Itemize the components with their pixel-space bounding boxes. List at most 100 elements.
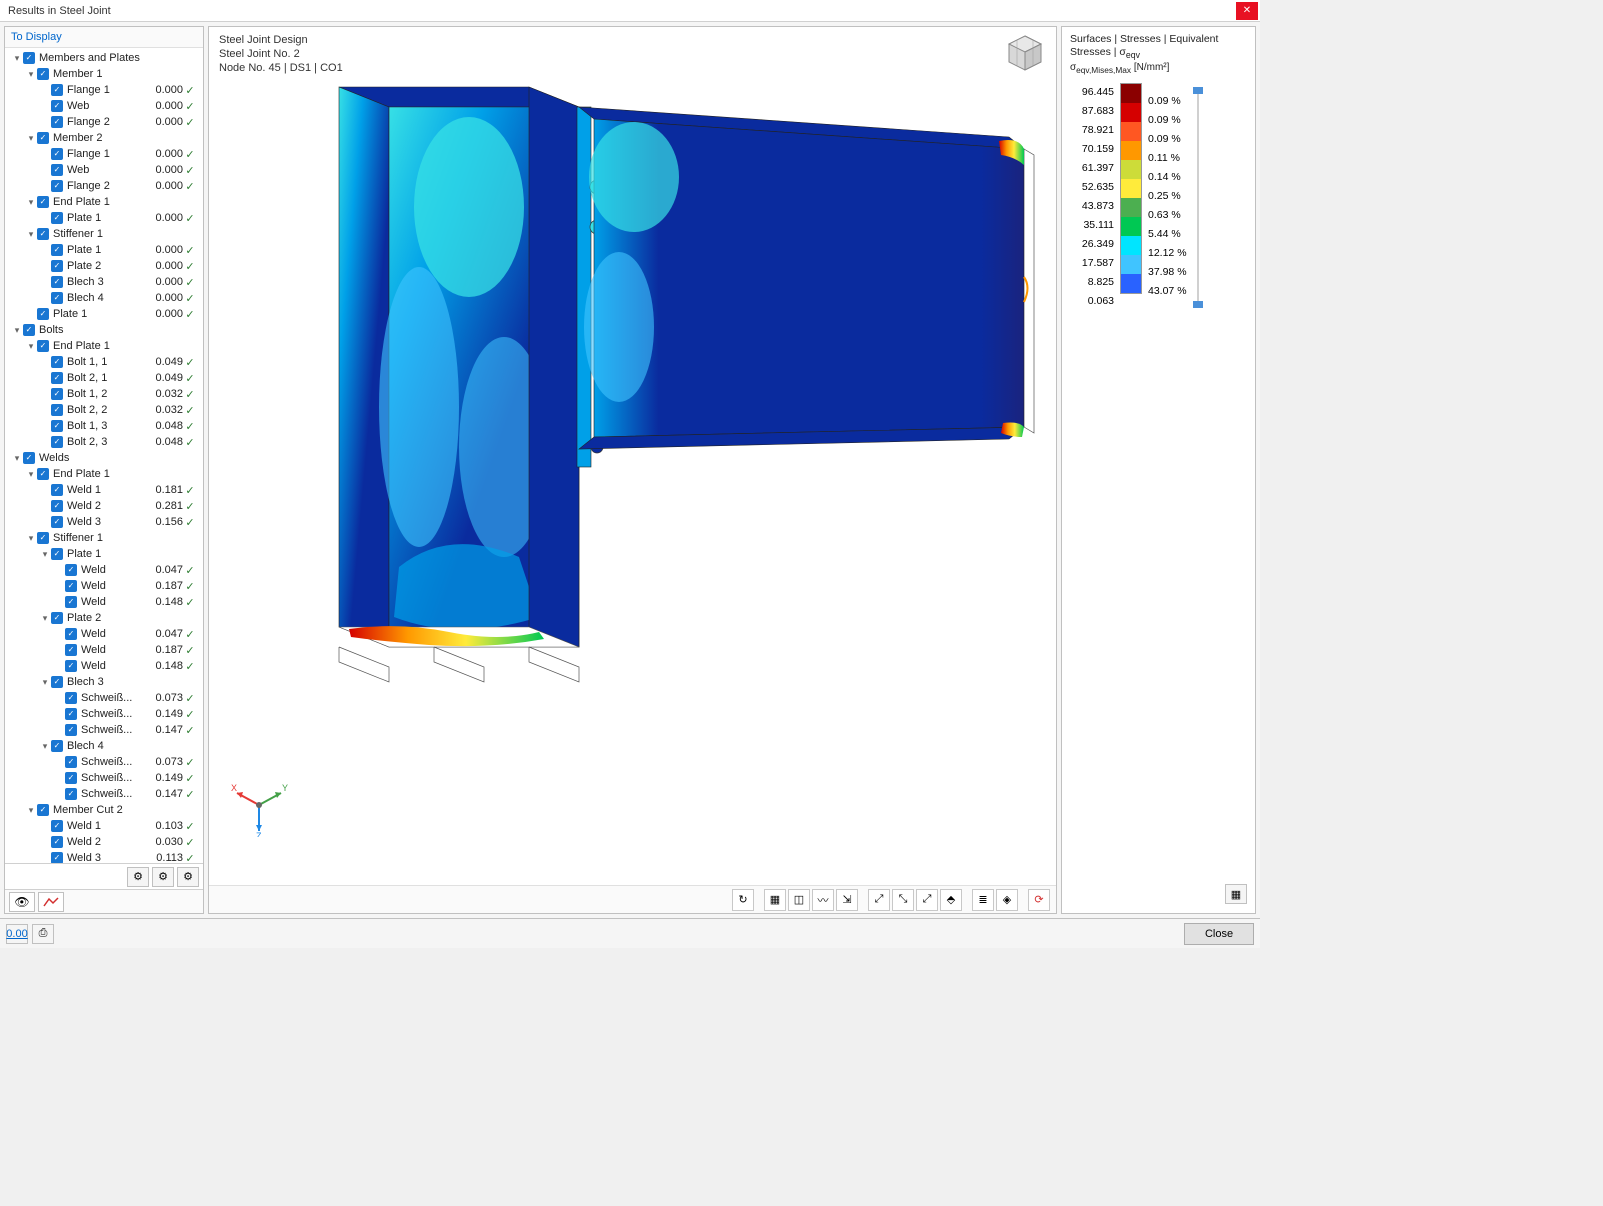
expander-icon[interactable]: ▾	[11, 53, 23, 64]
tree-row[interactable]: Plate 10.000✓	[5, 306, 203, 322]
checkbox[interactable]	[51, 820, 63, 832]
checkbox[interactable]	[51, 164, 63, 176]
checkbox[interactable]	[37, 468, 49, 480]
checkbox[interactable]	[51, 516, 63, 528]
filter-button-3[interactable]: ⚙	[177, 867, 199, 887]
tb-scale[interactable]: ⇲	[836, 889, 858, 911]
tree-row[interactable]: Weld0.047✓	[5, 562, 203, 578]
checkbox[interactable]	[51, 740, 63, 752]
tree-row[interactable]: Weld0.148✓	[5, 594, 203, 610]
tree-row[interactable]: Flange 10.000✓	[5, 82, 203, 98]
tree-row[interactable]: ▾Member 1	[5, 66, 203, 82]
tb-grid[interactable]: ▦	[764, 889, 786, 911]
tb-rotate[interactable]: ↻	[732, 889, 754, 911]
legend-slider[interactable]	[1193, 83, 1203, 311]
expander-icon[interactable]: ▾	[11, 453, 23, 464]
expander-icon[interactable]: ▾	[25, 229, 37, 240]
checkbox[interactable]	[65, 724, 77, 736]
tree-row[interactable]: Flange 20.000✓	[5, 114, 203, 130]
checkbox[interactable]	[37, 340, 49, 352]
checkbox[interactable]	[65, 788, 77, 800]
legend-settings-button[interactable]: ▦	[1225, 884, 1247, 904]
expander-icon[interactable]: ▾	[25, 805, 37, 816]
tree-row[interactable]: Weld 20.030✓	[5, 834, 203, 850]
tree-row[interactable]: ▾Welds	[5, 450, 203, 466]
expander-icon[interactable]: ▾	[25, 533, 37, 544]
checkbox[interactable]	[37, 804, 49, 816]
tree-row[interactable]: Plate 10.000✓	[5, 210, 203, 226]
checkbox[interactable]	[51, 404, 63, 416]
checkbox[interactable]	[51, 420, 63, 432]
tree-row[interactable]: Schweiß...0.147✓	[5, 786, 203, 802]
expander-icon[interactable]: ▾	[39, 613, 51, 624]
checkbox[interactable]	[23, 52, 35, 64]
checkbox[interactable]	[51, 180, 63, 192]
window-close-button[interactable]: ✕	[1236, 2, 1258, 20]
checkbox[interactable]	[51, 676, 63, 688]
tb-xy[interactable]: ⤢	[868, 889, 890, 911]
checkbox[interactable]	[51, 116, 63, 128]
checkbox[interactable]	[51, 388, 63, 400]
tree-row[interactable]: ▾Plate 1	[5, 546, 203, 562]
checkbox[interactable]	[37, 308, 49, 320]
checkbox[interactable]	[37, 228, 49, 240]
tree-row[interactable]: ▾Member 2	[5, 130, 203, 146]
tree-row[interactable]: Blech 30.000✓	[5, 274, 203, 290]
expander-icon[interactable]: ▾	[25, 197, 37, 208]
tree-row[interactable]: Schweiß...0.149✓	[5, 770, 203, 786]
expander-icon[interactable]: ▾	[25, 69, 37, 80]
checkbox[interactable]	[65, 708, 77, 720]
tree-row[interactable]: ▾End Plate 1	[5, 466, 203, 482]
close-button[interactable]: Close	[1184, 923, 1254, 945]
checkbox[interactable]	[51, 372, 63, 384]
tree-row[interactable]: Weld 10.103✓	[5, 818, 203, 834]
tree-row[interactable]: Weld 30.156✓	[5, 514, 203, 530]
checkbox[interactable]	[51, 484, 63, 496]
filter-button-2[interactable]: ⚙	[152, 867, 174, 887]
units-button[interactable]: ⎙	[32, 924, 54, 944]
tree-row[interactable]: ▾End Plate 1	[5, 194, 203, 210]
tree-row[interactable]: Schweiß...0.073✓	[5, 690, 203, 706]
checkbox[interactable]	[51, 84, 63, 96]
tb-iso[interactable]: ◫	[788, 889, 810, 911]
tb-solid[interactable]: ◈	[996, 889, 1018, 911]
checkbox[interactable]	[65, 772, 77, 784]
checkbox[interactable]	[51, 260, 63, 272]
tree-row[interactable]: Weld0.047✓	[5, 626, 203, 642]
checkbox[interactable]	[51, 500, 63, 512]
tree-view[interactable]: ▾Members and Plates▾Member 1Flange 10.00…	[5, 48, 203, 863]
viewport-3d[interactable]: Steel Joint Design Steel Joint No. 2 Nod…	[209, 27, 1056, 885]
expander-icon[interactable]: ▾	[39, 677, 51, 688]
checkbox[interactable]	[65, 564, 77, 576]
tree-row[interactable]: Bolt 2, 30.048✓	[5, 434, 203, 450]
tree-row[interactable]: ▾Stiffener 1	[5, 530, 203, 546]
checkbox[interactable]	[37, 68, 49, 80]
expander-icon[interactable]: ▾	[11, 325, 23, 336]
tab-eye[interactable]: 👁	[9, 892, 35, 912]
tree-row[interactable]: Bolt 2, 10.049✓	[5, 370, 203, 386]
expander-icon[interactable]: ▾	[25, 341, 37, 352]
tree-row[interactable]: Schweiß...0.147✓	[5, 722, 203, 738]
tree-row[interactable]: Bolt 1, 30.048✓	[5, 418, 203, 434]
tree-row[interactable]: Weld 10.181✓	[5, 482, 203, 498]
tb-deform[interactable]: 〰	[812, 889, 834, 911]
tree-row[interactable]: Flange 20.000✓	[5, 178, 203, 194]
tree-row[interactable]: ▾End Plate 1	[5, 338, 203, 354]
tree-row[interactable]: ▾Stiffener 1	[5, 226, 203, 242]
checkbox[interactable]	[23, 452, 35, 464]
decimals-button[interactable]: 0.00	[6, 924, 28, 944]
expander-icon[interactable]: ▾	[39, 741, 51, 752]
tree-row[interactable]: ▾Bolts	[5, 322, 203, 338]
checkbox[interactable]	[51, 356, 63, 368]
tree-row[interactable]: Bolt 1, 20.032✓	[5, 386, 203, 402]
checkbox[interactable]	[65, 692, 77, 704]
checkbox[interactable]	[51, 244, 63, 256]
tree-row[interactable]: ▾Member Cut 2	[5, 802, 203, 818]
expander-icon[interactable]: ▾	[39, 549, 51, 560]
checkbox[interactable]	[23, 324, 35, 336]
tb-refresh[interactable]: ⟳	[1028, 889, 1050, 911]
tree-row[interactable]: Plate 10.000✓	[5, 242, 203, 258]
checkbox[interactable]	[51, 100, 63, 112]
checkbox[interactable]	[65, 756, 77, 768]
checkbox[interactable]	[65, 644, 77, 656]
